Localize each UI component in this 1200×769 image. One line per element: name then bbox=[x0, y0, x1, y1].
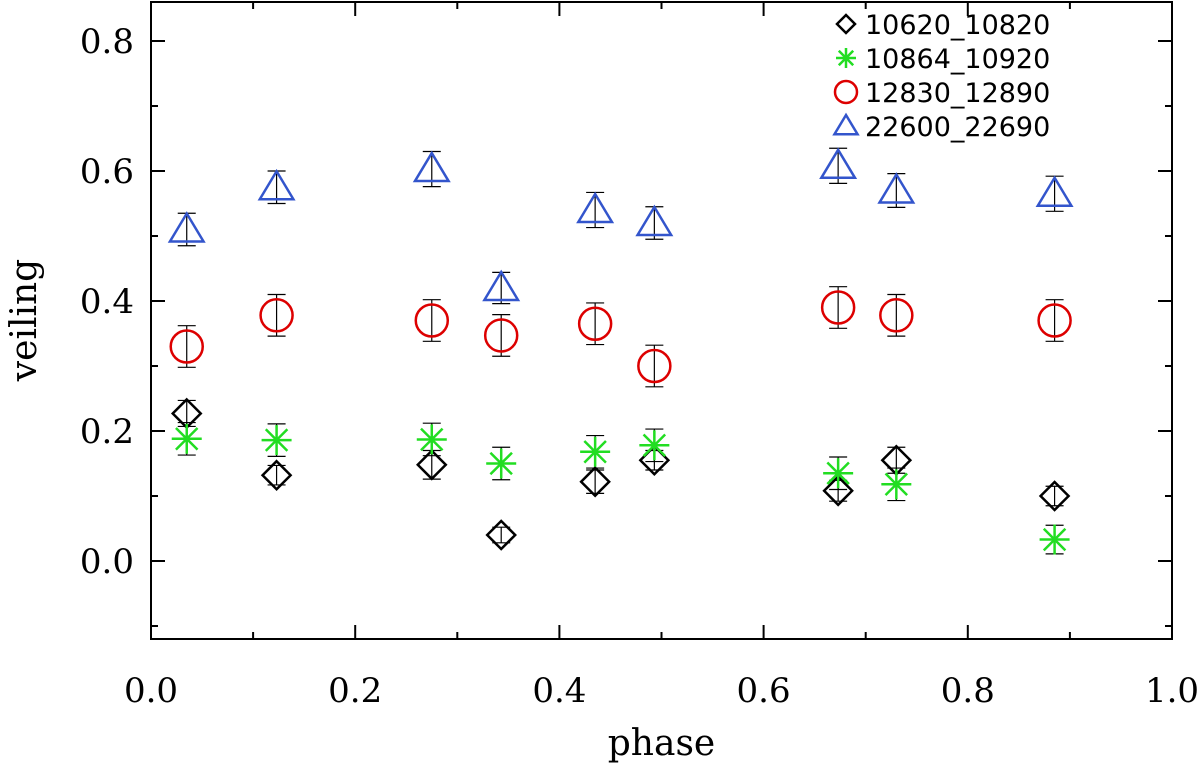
data-point-diamond bbox=[485, 519, 517, 551]
data-point-asterisk bbox=[639, 430, 670, 461]
axis-ticks bbox=[150, 2, 1173, 639]
x-tick-label: 0.6 bbox=[737, 671, 791, 711]
data-point-triangle bbox=[877, 172, 916, 204]
legend-marker-triangle bbox=[832, 112, 860, 136]
data-point-asterisk bbox=[580, 436, 611, 467]
error-bar bbox=[177, 325, 196, 368]
x-tick-label: 0.2 bbox=[328, 671, 382, 711]
data-point-triangle bbox=[635, 204, 674, 237]
data-point-asterisk bbox=[171, 423, 202, 454]
data-point-circle bbox=[169, 329, 204, 364]
legend-label: 10620_10820 bbox=[865, 10, 1050, 41]
data-point-circle bbox=[1037, 303, 1072, 338]
data-point-diamond bbox=[822, 475, 854, 507]
data-point-triangle bbox=[1035, 175, 1074, 207]
error-bar bbox=[1045, 299, 1064, 342]
data-point-asterisk bbox=[486, 448, 517, 479]
data-point-triangle bbox=[576, 191, 615, 224]
data-point-asterisk bbox=[416, 424, 447, 455]
error-bar bbox=[645, 344, 664, 388]
data-point-triangle bbox=[167, 211, 206, 243]
error-bar bbox=[492, 314, 511, 357]
y-tick-label: 0.8 bbox=[80, 22, 134, 62]
x-tick-label: 0.0 bbox=[124, 671, 178, 711]
legend-marker-asterisk bbox=[836, 48, 856, 68]
y-tick-label: 0.4 bbox=[80, 282, 134, 322]
error-bar bbox=[586, 302, 605, 346]
y-tick-label: 0.0 bbox=[80, 542, 134, 582]
data-point-triangle bbox=[482, 269, 521, 302]
legend: 10620_1082010864_1092012830_1289022600_2… bbox=[832, 10, 1050, 143]
legend-label: 22600_22690 bbox=[865, 112, 1050, 143]
data-point-asterisk bbox=[1039, 524, 1070, 555]
data-point-circle bbox=[637, 348, 672, 384]
data-point-circle bbox=[414, 303, 450, 338]
x-tick-label: 1.0 bbox=[1145, 671, 1199, 711]
data-point-diamond bbox=[1038, 480, 1071, 512]
data-point-diamond bbox=[579, 465, 611, 498]
data-point-diamond bbox=[260, 459, 293, 491]
error-bars bbox=[177, 147, 1064, 555]
data-point-triangle bbox=[257, 168, 296, 201]
error-bar bbox=[829, 286, 848, 329]
tick-labels: 0.0 0.2 0.4 0.6 0.8 1.0 0.0 0.2 0.4 0.6 0.8 bbox=[80, 22, 1199, 711]
data-point-circle bbox=[820, 290, 856, 325]
legend-label: 10864_10920 bbox=[865, 44, 1050, 75]
data-point-circle bbox=[577, 306, 613, 341]
data-point-diamond bbox=[416, 449, 448, 481]
data-point-triangle bbox=[412, 150, 451, 183]
x-axis-label: phase bbox=[608, 723, 715, 764]
y-tick-label: 0.6 bbox=[80, 152, 134, 192]
error-bar bbox=[586, 469, 605, 494]
error-bar bbox=[887, 293, 906, 337]
legend-marker-circle bbox=[833, 79, 859, 105]
data-points bbox=[167, 147, 1074, 555]
y-axis-label: veiling bbox=[4, 259, 45, 382]
x-tick-label: 0.8 bbox=[941, 671, 995, 711]
error-bar bbox=[422, 299, 441, 342]
data-point-circle bbox=[259, 298, 294, 333]
data-point-circle bbox=[879, 298, 914, 333]
data-point-asterisk bbox=[823, 458, 854, 489]
data-point-triangle bbox=[819, 147, 858, 180]
error-bar bbox=[492, 526, 511, 544]
error-bar bbox=[267, 293, 286, 337]
y-tick-label: 0.2 bbox=[80, 412, 134, 452]
data-point-asterisk bbox=[881, 469, 912, 500]
data-point-circle bbox=[483, 318, 519, 353]
x-tick-label: 0.4 bbox=[532, 671, 586, 711]
data-point-asterisk bbox=[261, 425, 292, 456]
legend-label: 12830_12890 bbox=[865, 78, 1050, 109]
legend-marker-diamond bbox=[835, 13, 857, 35]
